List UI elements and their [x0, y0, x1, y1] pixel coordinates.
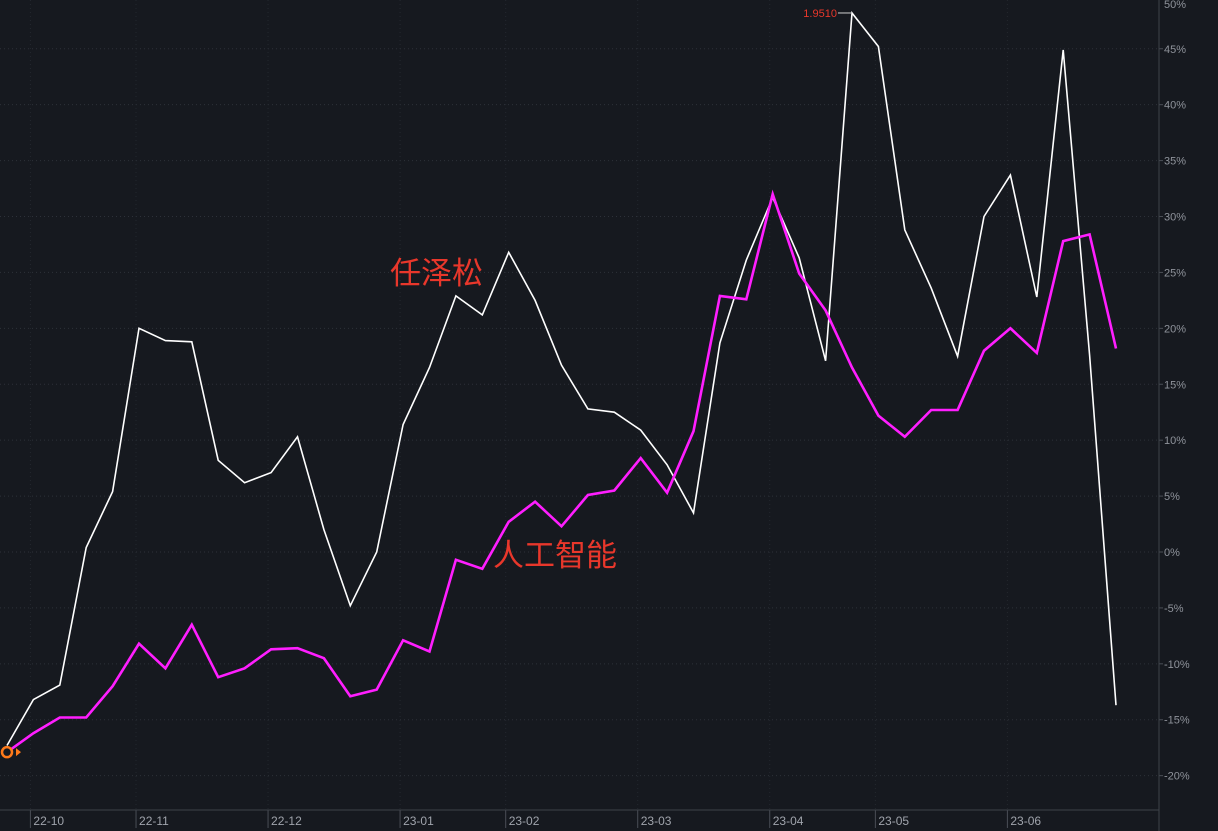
- y-tick-label: -15%: [1164, 715, 1190, 727]
- y-tick-label: 10%: [1164, 435, 1186, 447]
- y-tick-label: 15%: [1164, 379, 1186, 391]
- max-value-annotation: 1.9510: [803, 8, 837, 20]
- series-label-ai-index: 人工智能: [493, 538, 617, 574]
- y-tick-label: 20%: [1164, 323, 1186, 335]
- y-tick-label: 0%: [1164, 547, 1180, 559]
- x-tick-label: 23-05: [878, 814, 909, 828]
- start-arrow-icon: [16, 748, 21, 757]
- start-marker-icon: [0, 745, 14, 759]
- x-tick-label: 23-06: [1010, 814, 1041, 828]
- y-tick-label: 30%: [1164, 212, 1186, 224]
- y-tick-label: 45%: [1164, 44, 1186, 56]
- y-tick-label: 40%: [1164, 100, 1186, 112]
- series-line-ai-index: [6, 189, 1118, 754]
- y-tick-label: -10%: [1164, 659, 1190, 671]
- y-tick-label: 5%: [1164, 491, 1180, 503]
- y-tick-label: -5%: [1164, 603, 1184, 615]
- x-tick-label: 23-02: [509, 814, 540, 828]
- y-tick-label: 25%: [1164, 267, 1186, 279]
- series-label-fund-manager: 任泽松: [390, 256, 483, 292]
- x-tick-label: 23-03: [641, 814, 672, 828]
- x-tick-label: 22-12: [271, 814, 302, 828]
- x-tick-label: 22-10: [33, 814, 64, 828]
- y-tick-label: -20%: [1164, 771, 1190, 783]
- series-line-fund-manager: [6, 10, 1117, 746]
- x-tick-label: 22-11: [139, 814, 169, 828]
- x-tick-label: 23-04: [773, 814, 804, 828]
- y-tick-label: 35%: [1164, 156, 1186, 168]
- y-tick-label: 50%: [1164, 0, 1186, 11]
- x-tick-label: 23-01: [403, 814, 434, 828]
